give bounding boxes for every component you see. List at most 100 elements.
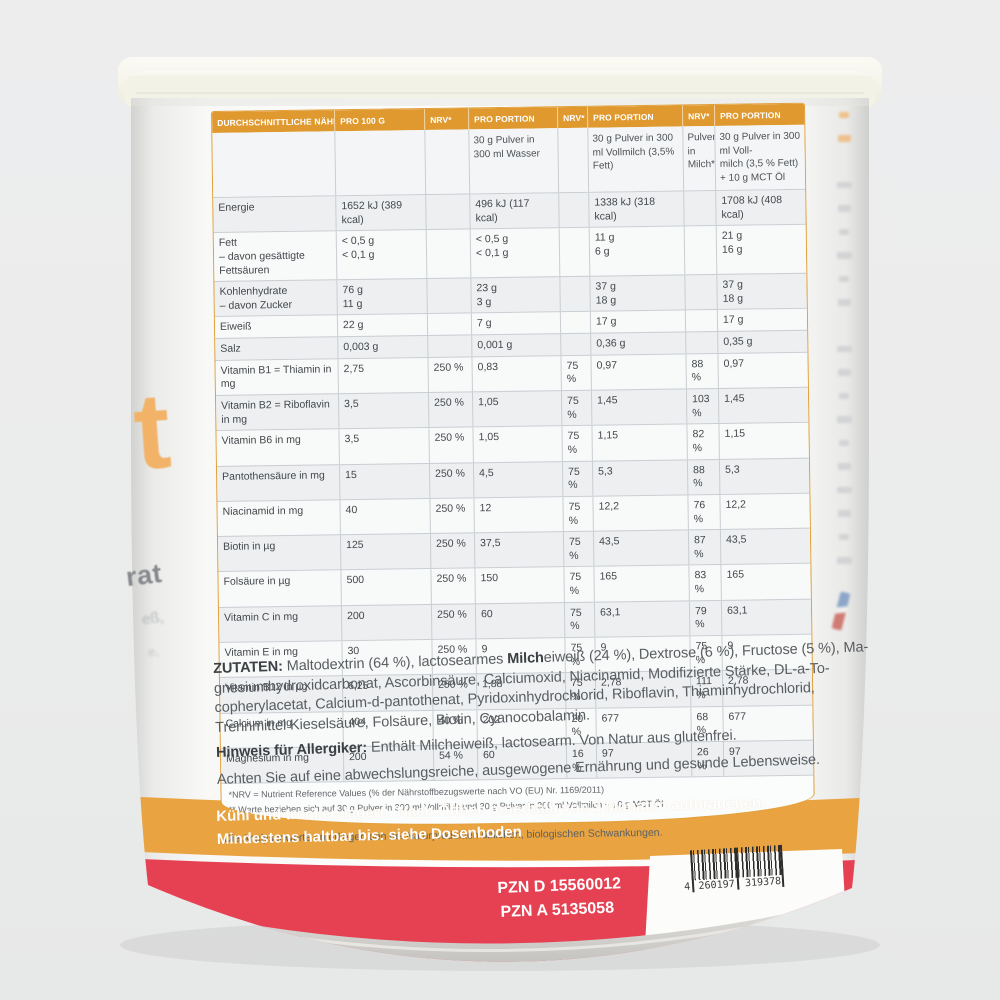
curved-text-fragment	[836, 557, 852, 564]
curved-text-fragment	[837, 510, 851, 517]
table-subheader-cell	[212, 131, 336, 197]
table-cell: 1708 kJ (408 kcal)	[715, 189, 808, 226]
front-label-fragment-faint: eß,	[141, 608, 165, 629]
table-cell: 500	[340, 569, 431, 605]
table-cell: Biotin in µg	[223, 540, 276, 554]
table-cell: 5,3	[591, 459, 688, 496]
table-cell: 0,35 g	[717, 330, 810, 353]
table-header-cell: PRO PORTION	[713, 103, 807, 126]
table-cell: Niacinamid in mg	[222, 504, 304, 518]
table-cell: 496 kJ (117 kcal)	[469, 193, 559, 229]
table-cell: 63,1	[720, 599, 814, 635]
table-cell: Energie	[218, 201, 255, 214]
table-cell: 75 %	[563, 602, 595, 638]
table-cell	[684, 310, 718, 332]
table-cell: 87 %	[687, 530, 721, 565]
table-subheader-cell: 30 g Pulver in 300 ml Voll- milch (3,5 %…	[714, 124, 808, 190]
table-subheader-cell	[557, 127, 589, 193]
curved-text-fragment	[839, 112, 849, 118]
table-cell: 75 %	[562, 531, 594, 567]
table-cell	[426, 313, 472, 336]
table-cell: 125	[339, 534, 431, 570]
table-subheader-cell: 30 g Pulver in 300 ml Vollmilch (3,5% Fe…	[587, 126, 684, 192]
table-cell: 75 %	[563, 567, 594, 602]
table-cell: 2,75	[337, 357, 428, 394]
table-cell: 43,5	[719, 528, 813, 565]
table-cell	[558, 192, 589, 228]
table-cell: Vitamin B2 = Riboflavin in mg	[221, 398, 330, 426]
table-cell: Fett – davon gesättigte Fettsäuren	[218, 236, 305, 277]
table-cell: Salz	[220, 342, 241, 356]
allergen-bold-word: Milch	[506, 650, 545, 668]
table-cell: 0,003 g	[337, 336, 428, 359]
table-cell: Vitamin C in mg	[223, 610, 299, 624]
table-cell: 23 g 3 g	[470, 277, 560, 313]
curved-text-fragment	[837, 369, 851, 376]
table-cell: 76 g 11 g	[336, 279, 427, 315]
table-subheader-row: 30 g Pulver in 300 ml Wasser 30 g Pulver …	[212, 124, 808, 197]
curved-text-fragment	[836, 416, 852, 423]
table-header-cell: PRO PORTION	[586, 105, 683, 128]
curved-text-fragment	[839, 276, 849, 282]
table-cell	[558, 228, 590, 277]
table-cell: 250 %	[429, 498, 474, 534]
barcode-bars	[689, 844, 785, 893]
table-cell: 1,45	[590, 389, 687, 426]
table-cell: 12,2	[719, 493, 812, 530]
table-subheader-cell: Pulver in Milch**	[682, 125, 719, 191]
table-header-cell: DURCHSCHNITTLICHE NÄHRWERTE	[212, 110, 335, 133]
table-cell: 22 g	[336, 314, 428, 337]
table-cell: 82 %	[686, 424, 719, 459]
table-cell: 37 g 18 g	[716, 273, 809, 310]
table-cell: 1,15	[718, 422, 811, 459]
table-cell: Pantothensäure in mg	[222, 469, 325, 483]
pzn-line-2: PZN A 5135058	[500, 899, 615, 921]
table-cell: 3,5	[337, 393, 429, 429]
ingredients-lead: ZUTATEN:	[213, 658, 284, 677]
table-cell: 0,97	[717, 352, 810, 388]
table-cell: 103 %	[685, 388, 719, 424]
table-cell: 76 %	[687, 494, 720, 530]
table-cell: 83 %	[688, 565, 721, 601]
table-cell: 0,83	[471, 355, 561, 392]
table-cell: Vitamin B6 in mg	[221, 434, 301, 448]
table-cell: 12	[473, 497, 563, 533]
curved-text-fragment	[839, 229, 849, 235]
table-cell	[425, 229, 471, 279]
allergy-text: Enthält Milcheiweiß, lactosearm. Von Nat…	[366, 727, 737, 756]
table-cell: 75 %	[560, 355, 591, 391]
curved-text-fragment	[839, 440, 849, 446]
table-cell: 21 g 16 g	[715, 224, 809, 275]
table-cell: 250 %	[427, 392, 473, 428]
table-cell: 1,15	[591, 424, 687, 461]
curved-text-fragment	[837, 205, 851, 212]
allergy-lead: Hinweis für Allergiker:	[215, 739, 368, 761]
table-cell	[684, 275, 717, 310]
table-subheader-cell	[424, 129, 470, 195]
table-cell: 250 %	[428, 462, 474, 498]
metal-rim-shape	[131, 892, 869, 962]
curved-text-fragment	[836, 346, 852, 352]
table-cell: 1338 kJ (318 kcal)	[588, 191, 684, 228]
table-cell: 200	[340, 604, 432, 641]
table-cell: < 0,5 g < 0,1 g	[335, 230, 427, 280]
table-cell: Folsäure in µg	[223, 575, 291, 589]
table-cell: 37 g 18 g	[589, 275, 685, 312]
table-cell: 11 g 6 g	[588, 226, 685, 276]
table-cell: 7 g	[470, 312, 561, 335]
table-cell: 1,05	[471, 391, 562, 427]
table-cell: 75 %	[560, 390, 592, 426]
curved-text-fragment	[836, 487, 852, 493]
curved-text-fragment	[837, 463, 851, 470]
table-cell	[560, 333, 591, 355]
pzn-block: PZN D 15560012 PZN A 5135058	[497, 872, 621, 924]
table-cell: 43,5	[592, 530, 689, 567]
table-subheader-cell: 30 g Pulver in 300 ml Wasser	[468, 128, 559, 194]
table-cell: 0,97	[590, 354, 686, 390]
table-cell	[426, 278, 471, 314]
table-cell: 165	[593, 565, 689, 602]
table-header-cell: PRO 100 G	[334, 109, 425, 132]
table-cell: 150	[474, 567, 564, 604]
table-header-cell: PRO PORTION	[467, 107, 558, 130]
